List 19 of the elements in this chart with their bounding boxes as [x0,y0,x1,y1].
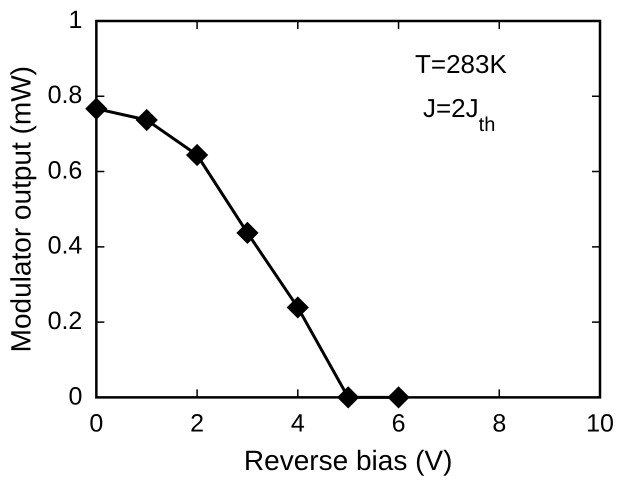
y-tick-label: 1 [68,6,82,34]
annotation: T=283K [415,49,508,79]
x-axis-title: Reverse bias (V) [244,444,452,476]
x-tick-label: 10 [586,409,614,438]
point [287,296,308,318]
x-tick-label: 2 [190,409,204,438]
y-tick-label: 0.8 [48,81,82,110]
y-tick-label: 0.6 [48,156,82,184]
y-tick-label: 0 [68,382,82,410]
x-tick-label: 0 [89,409,104,438]
x-tick-label: 8 [492,409,506,438]
point [236,222,258,244]
x-tick-label: 4 [290,409,305,438]
x-tick-label: 6 [392,409,406,438]
point [186,144,208,166]
y-axis-title: Modulator output (mW) [6,66,37,352]
y-tick-label: 0.4 [48,232,82,260]
point [136,109,158,130]
y-tick-label: 0.2 [48,307,82,336]
